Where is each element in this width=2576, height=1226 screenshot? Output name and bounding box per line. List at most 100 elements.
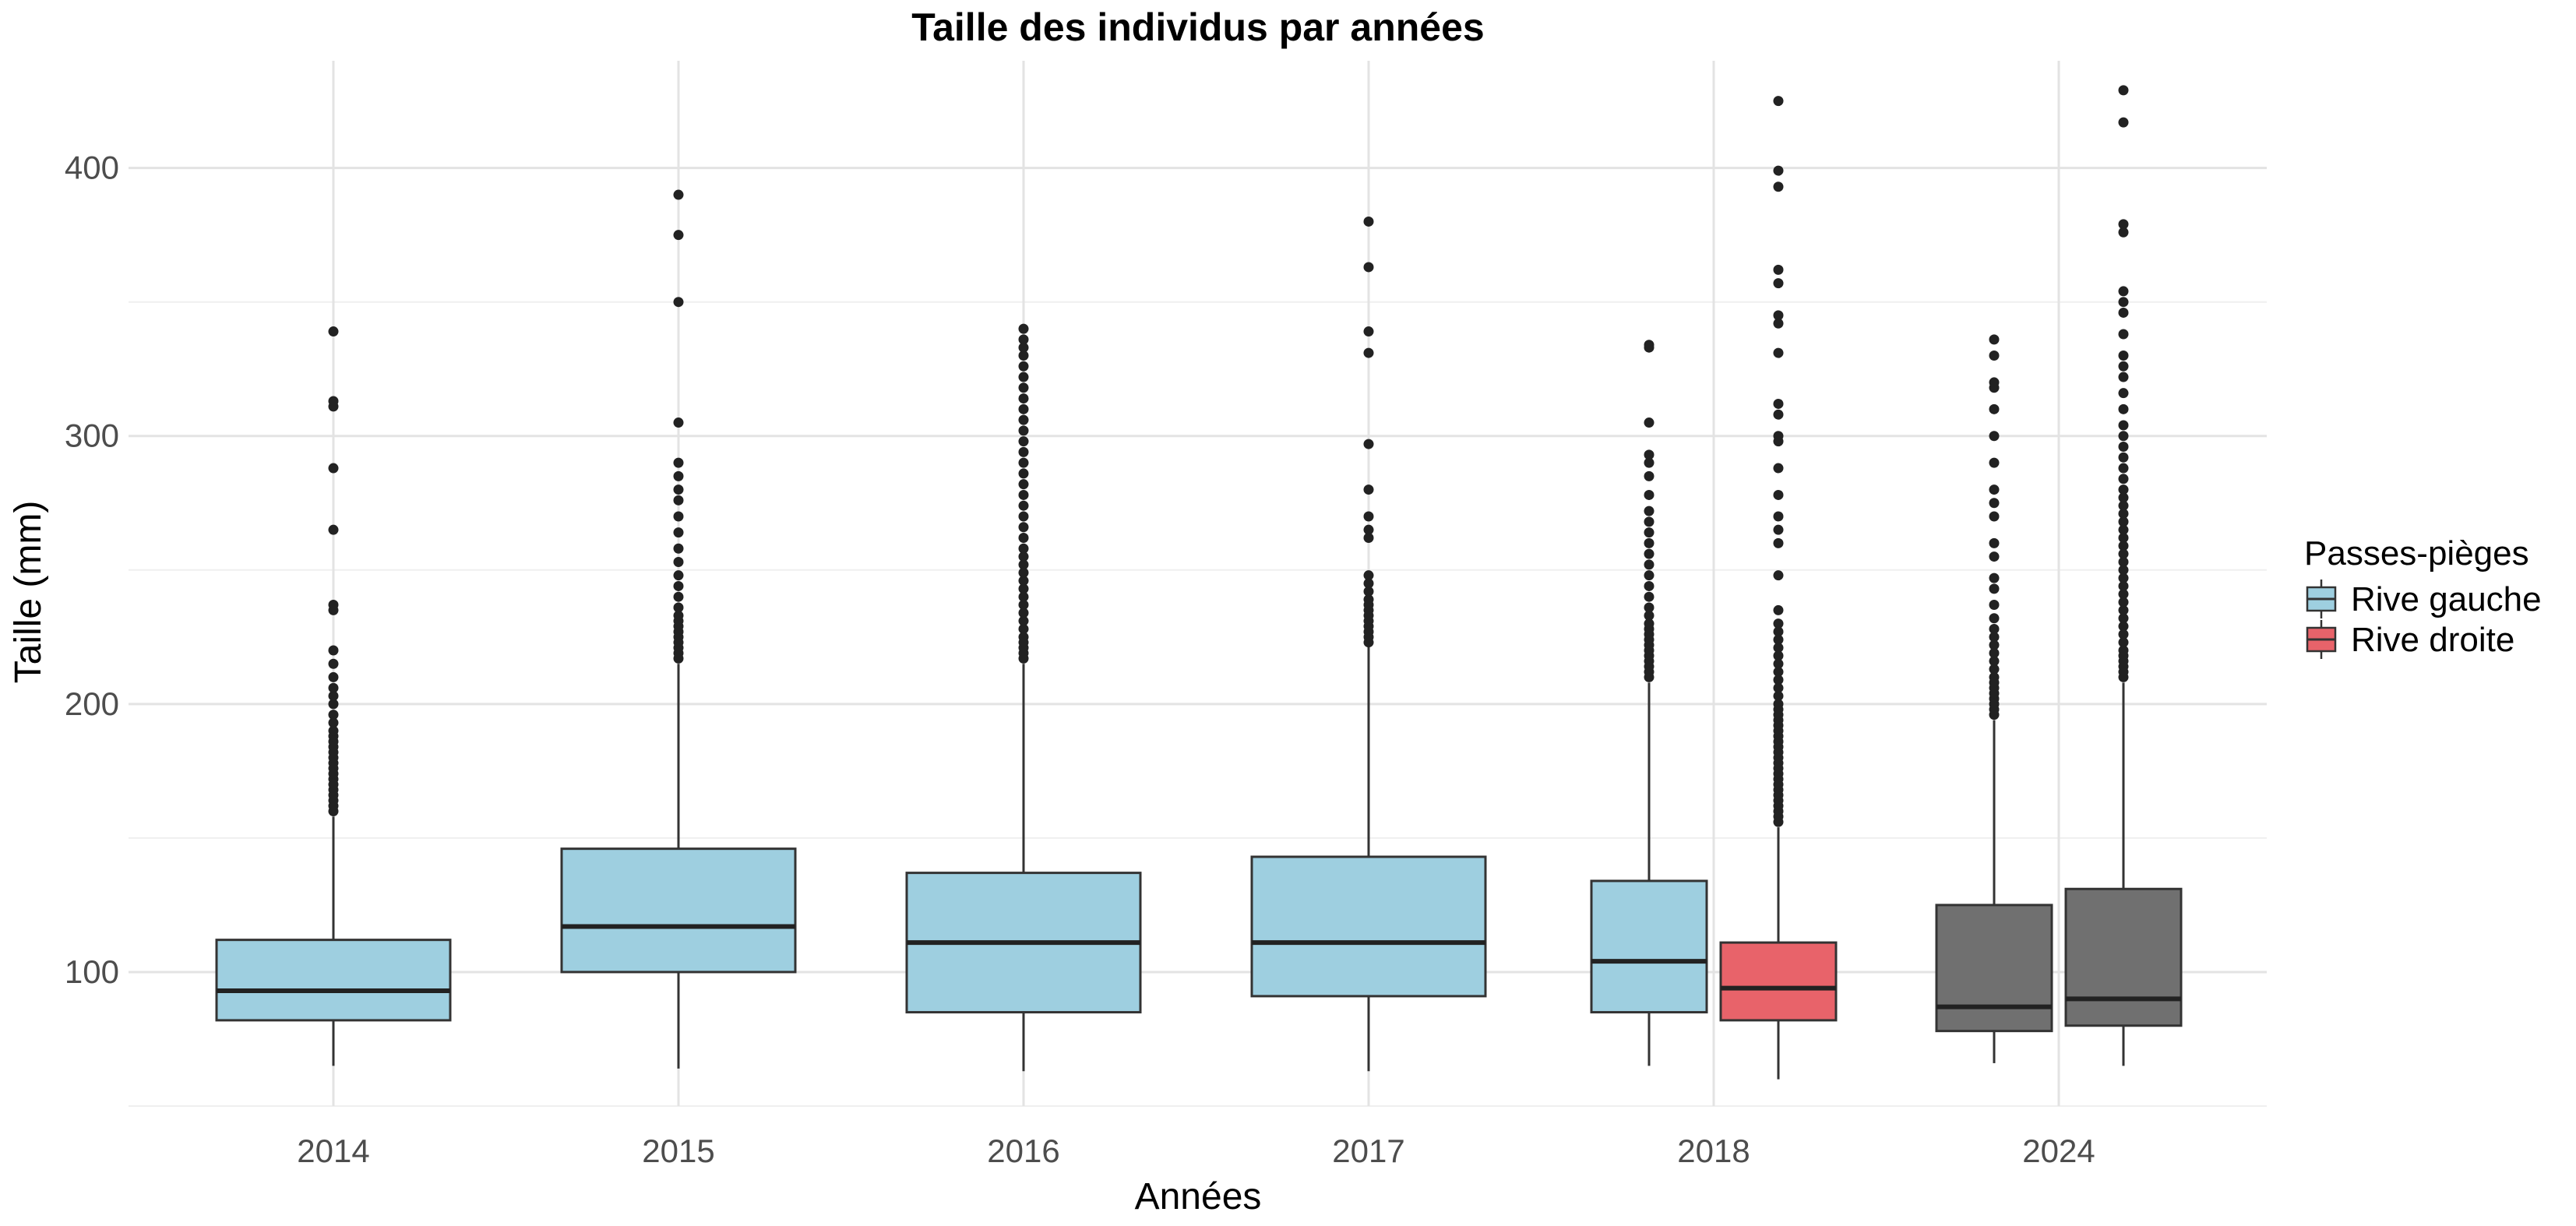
outlier-point: [1018, 632, 1029, 643]
outlier-point: [1773, 537, 1784, 548]
outlier-point: [2118, 492, 2129, 503]
box-2014-rive-gauche: [215, 816, 452, 1066]
outlier-point: [1018, 559, 1029, 570]
outlier-point: [1989, 511, 2000, 522]
outlier-point: [2118, 117, 2129, 128]
outlier-point: [2118, 637, 2129, 648]
legend-item-rive-gauche: Rive gauche: [2306, 580, 2542, 618]
outlier-point: [2118, 500, 2129, 511]
outlier-point: [2118, 361, 2129, 372]
outlier-point: [1018, 543, 1029, 554]
outlier-point: [2118, 474, 2129, 484]
outlier-point: [1018, 551, 1029, 562]
outlier-point: [673, 602, 684, 613]
outlier-point: [2118, 388, 2129, 399]
outlier-point: [2118, 351, 2129, 361]
outlier-point: [1644, 449, 1654, 460]
outlier-point: [2118, 565, 2129, 576]
x-tick-label: 2017: [1332, 1133, 1404, 1169]
outlier-point: [1363, 262, 1374, 273]
outlier-point: [1773, 524, 1784, 535]
outlier-point: [1773, 691, 1784, 702]
outlier-point: [1018, 382, 1029, 393]
outlier-point: [2118, 452, 2129, 463]
outlier-point: [2118, 372, 2129, 382]
legend-label: Rive gauche: [2351, 580, 2542, 618]
outlier-point: [673, 570, 684, 581]
outlier-point: [328, 524, 339, 535]
outlier-point: [673, 591, 684, 602]
outlier-point: [2118, 589, 2129, 600]
outlier-point: [673, 511, 684, 522]
outlier-point: [2118, 604, 2129, 615]
outlier-point: [1773, 650, 1784, 661]
outlier-point: [1773, 643, 1784, 654]
x-tick-label: 2024: [2022, 1133, 2095, 1169]
outlier-point: [2118, 484, 2129, 495]
outlier-point: [328, 600, 339, 611]
outlier-point: [2118, 556, 2129, 567]
outlier-point: [1644, 470, 1654, 481]
outlier-point: [328, 725, 339, 736]
outlier-point: [1018, 511, 1029, 522]
outlier-point: [2118, 329, 2129, 340]
box-body: [1719, 941, 1838, 1022]
y-axis-title: Taille (mm): [8, 501, 49, 684]
outlier-point: [1018, 615, 1029, 626]
outlier-point: [1644, 527, 1654, 538]
x-tick-label: 2014: [297, 1133, 369, 1169]
outlier-point: [1644, 417, 1654, 428]
outlier-point: [1018, 393, 1029, 404]
outlier-point: [2118, 431, 2129, 442]
outlier-point: [2118, 219, 2129, 230]
box-body: [215, 939, 452, 1022]
y-tick-label: 100: [65, 953, 119, 990]
outlier-point: [2118, 533, 2129, 544]
outlier-point: [1018, 446, 1029, 457]
outlier-point: [1989, 551, 2000, 562]
outlier-point: [1644, 618, 1654, 629]
outlier-point: [1773, 431, 1784, 442]
outlier-point: [1644, 610, 1654, 621]
outlier-point: [1018, 576, 1029, 587]
outlier-point: [2118, 420, 2129, 431]
outlier-point: [1773, 626, 1784, 637]
outlier-point: [328, 691, 339, 702]
outlier-point: [1363, 511, 1374, 522]
outlier-point: [1773, 181, 1784, 192]
outlier-point: [2118, 286, 2129, 297]
outlier-point: [1773, 165, 1784, 176]
y-tick-label: 200: [65, 685, 119, 722]
box-body: [560, 847, 797, 974]
outlier-point: [1989, 334, 2000, 345]
outlier-point: [1773, 318, 1784, 329]
box-2015-rive-gauche: [560, 664, 797, 1069]
outlier-point: [1989, 431, 2000, 442]
outlier-point: [1644, 489, 1654, 500]
outlier-point: [1989, 377, 2000, 388]
outlier-point: [1018, 567, 1029, 578]
outlier-point: [1363, 439, 1374, 449]
outlier-point: [1018, 414, 1029, 425]
y-tick-label: 300: [65, 417, 119, 454]
outlier-point: [1018, 436, 1029, 447]
outlier-point: [1773, 398, 1784, 409]
outlier-point: [1363, 484, 1374, 495]
outlier-point: [673, 610, 684, 621]
outlier-point: [2118, 597, 2129, 608]
outlier-point: [1644, 602, 1654, 613]
outlier-point: [1773, 278, 1784, 289]
outlier-point: [2118, 524, 2129, 535]
outlier-point: [1644, 591, 1654, 602]
outlier-point: [2118, 572, 2129, 583]
outlier-point: [1773, 511, 1784, 522]
outlier-point: [673, 527, 684, 538]
outlier-point: [1989, 671, 2000, 682]
outlier-point: [673, 230, 684, 241]
outlier-point: [1773, 310, 1784, 321]
outlier-point: [1989, 664, 2000, 675]
box-2024-na: [1935, 720, 2053, 1063]
outlier-point: [673, 470, 684, 481]
outlier-point: [328, 645, 339, 656]
